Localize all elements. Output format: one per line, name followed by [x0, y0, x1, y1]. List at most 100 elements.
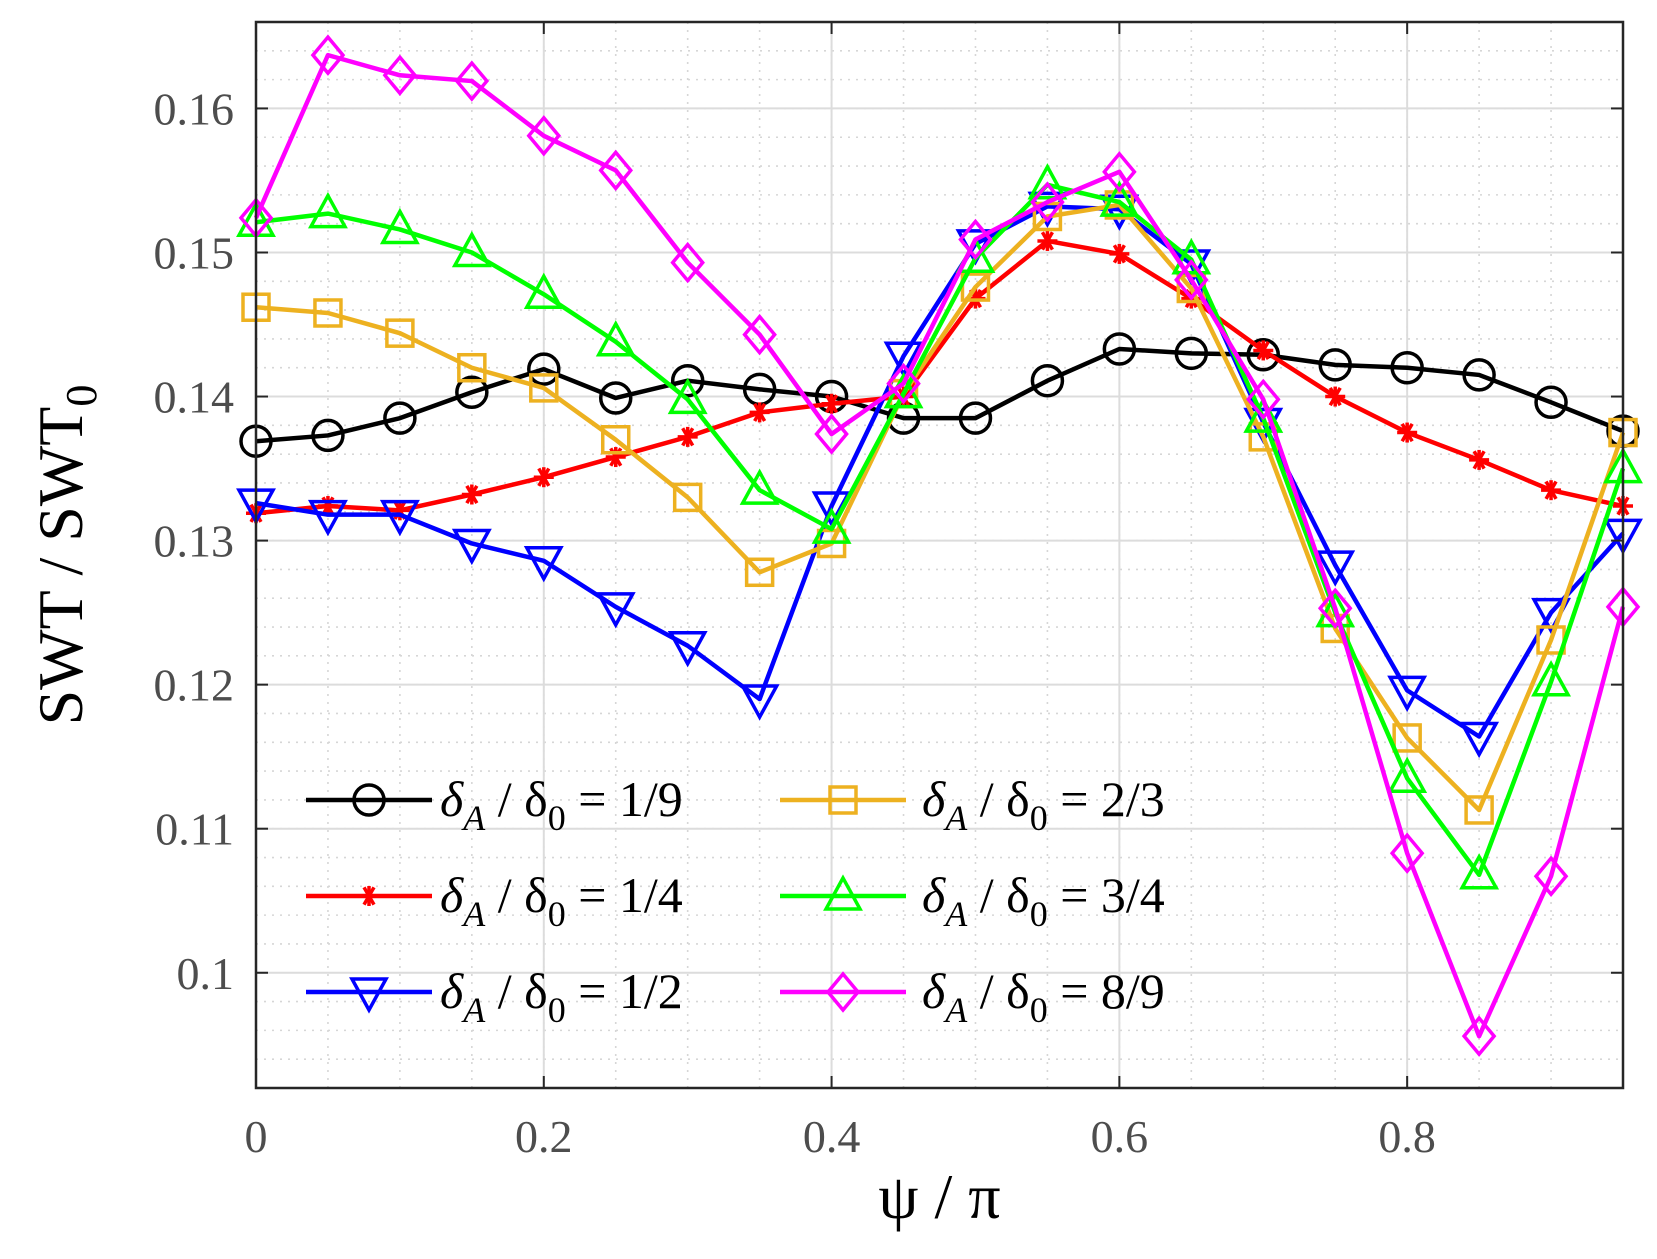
- x-axis-ticks: 0 0.2 0.4 0.6 0.8: [245, 22, 1436, 1162]
- y-tick-label: 0.15: [154, 227, 235, 278]
- legend-swatch-marker: [352, 783, 386, 817]
- data-point: [1245, 378, 1281, 421]
- data-point: [379, 499, 420, 537]
- data-point: [451, 230, 492, 268]
- series-layer: [236, 34, 1643, 1057]
- legend-sub-0: 0: [1030, 798, 1048, 838]
- legend-ratio: 2/3: [1101, 771, 1165, 827]
- data-point: [1387, 675, 1428, 713]
- legend-swatch-marker: [349, 977, 389, 1014]
- legend-swatch-marker: [359, 886, 379, 906]
- data-point: [811, 507, 852, 544]
- y-axis-title-subscript: 0: [57, 385, 106, 407]
- data-point: [533, 467, 554, 488]
- data-point: [600, 425, 631, 455]
- data-point: [670, 363, 705, 398]
- legend-label: δA / δ0 = 3/4: [922, 867, 1165, 934]
- data-point: [461, 484, 482, 505]
- y-axis-title: SWT / SWT0: [25, 385, 106, 726]
- legend-delta: δ: [922, 963, 946, 1019]
- x-tick-label: 0.8: [1378, 1111, 1436, 1162]
- legend-swatch-marker: [825, 971, 861, 1013]
- legend-sub-0: 0: [548, 990, 566, 1030]
- data-point: [455, 375, 489, 409]
- data-point: [457, 352, 487, 383]
- data-point: [1534, 385, 1568, 420]
- legend-item: δA / δ0 = 8/9: [780, 963, 1165, 1030]
- legend-eq: =: [566, 771, 619, 827]
- y-tick-label: 0.1: [177, 948, 235, 999]
- data-point: [744, 557, 775, 588]
- series-line: [255, 346, 1624, 444]
- legend-item: δA / δ0 = 1/4: [306, 867, 683, 934]
- data-point: [379, 207, 420, 245]
- data-point: [313, 298, 343, 328]
- legend-label: δA / δ0 = 1/2: [440, 963, 683, 1030]
- legend-sub-a: A: [943, 798, 968, 838]
- data-point: [739, 684, 780, 721]
- legend-sub-a: A: [943, 990, 968, 1030]
- data-point: [742, 313, 777, 356]
- legend-slash: / δ: [967, 867, 1029, 923]
- data-point: [1325, 386, 1346, 407]
- data-point: [1030, 363, 1065, 398]
- data-point: [598, 381, 633, 415]
- legend-eq: =: [1048, 771, 1101, 827]
- data-point: [958, 218, 993, 261]
- data-point: [1027, 163, 1068, 200]
- y-axis-ticks: 0.1 0.11 0.12 0.13 0.14 0.15 0.16: [154, 83, 1623, 999]
- y-tick-label: 0.16: [154, 83, 235, 134]
- plot-frame: [254, 20, 1625, 1090]
- data-point: [814, 413, 849, 455]
- legend-sub-0: 0: [548, 894, 566, 934]
- data-point: [883, 341, 924, 378]
- data-point: [1174, 336, 1209, 371]
- legend-slash: / δ: [967, 963, 1029, 1019]
- legend-sub-0: 0: [1030, 894, 1048, 934]
- data-point: [1469, 449, 1490, 470]
- legend-delta: δ: [440, 963, 464, 1019]
- data-point: [749, 402, 770, 423]
- legend: δA / δ0 = 1/9δA / δ0 = 1/4δA / δ0 = 1/2δ…: [306, 771, 1165, 1030]
- data-point: [1387, 756, 1428, 794]
- data-point: [598, 149, 634, 192]
- data-point: [1174, 259, 1209, 301]
- data-point: [307, 499, 348, 537]
- data-point: [529, 373, 559, 403]
- data-point: [523, 546, 564, 583]
- x-tick-label: 0.4: [803, 1111, 861, 1162]
- data-point: [454, 60, 490, 102]
- legend-delta: δ: [922, 867, 946, 923]
- legend-sub-a: A: [461, 990, 486, 1030]
- series-6: [238, 34, 1641, 1057]
- legend-label: δA / δ0 = 2/3: [922, 771, 1165, 838]
- data-point: [1318, 348, 1352, 382]
- data-point: [821, 393, 842, 414]
- data-point: [1099, 180, 1140, 217]
- data-point: [595, 592, 636, 629]
- x-tick-label: 0: [245, 1111, 268, 1162]
- legend-sub-a: A: [461, 798, 486, 838]
- data-point: [382, 54, 418, 97]
- y-axis-title-main: SWT / SWT: [25, 407, 96, 726]
- y-tick-label: 0.12: [154, 660, 235, 711]
- data-point: [1459, 853, 1500, 890]
- data-point: [1253, 340, 1274, 361]
- legend-sub-0: 0: [548, 798, 566, 838]
- data-point: [886, 362, 921, 405]
- data-point: [1102, 332, 1137, 366]
- legend-item: δA / δ0 = 2/3: [780, 771, 1165, 838]
- data-point: [1533, 855, 1569, 897]
- legend-item: δA / δ0 = 3/4: [780, 867, 1165, 934]
- data-point: [526, 115, 562, 157]
- data-point: [1030, 181, 1065, 223]
- x-tick-label: 0.6: [1091, 1111, 1149, 1162]
- legend-swatch-marker: [828, 785, 858, 815]
- series-5: [236, 163, 1643, 890]
- data-point: [1317, 587, 1353, 630]
- legend-label: δA / δ0 = 8/9: [922, 963, 1165, 1030]
- series-line: [253, 52, 1626, 1039]
- series-1: [239, 332, 1640, 458]
- legend-swatch-marker: [823, 874, 863, 911]
- data-point: [1461, 1015, 1497, 1057]
